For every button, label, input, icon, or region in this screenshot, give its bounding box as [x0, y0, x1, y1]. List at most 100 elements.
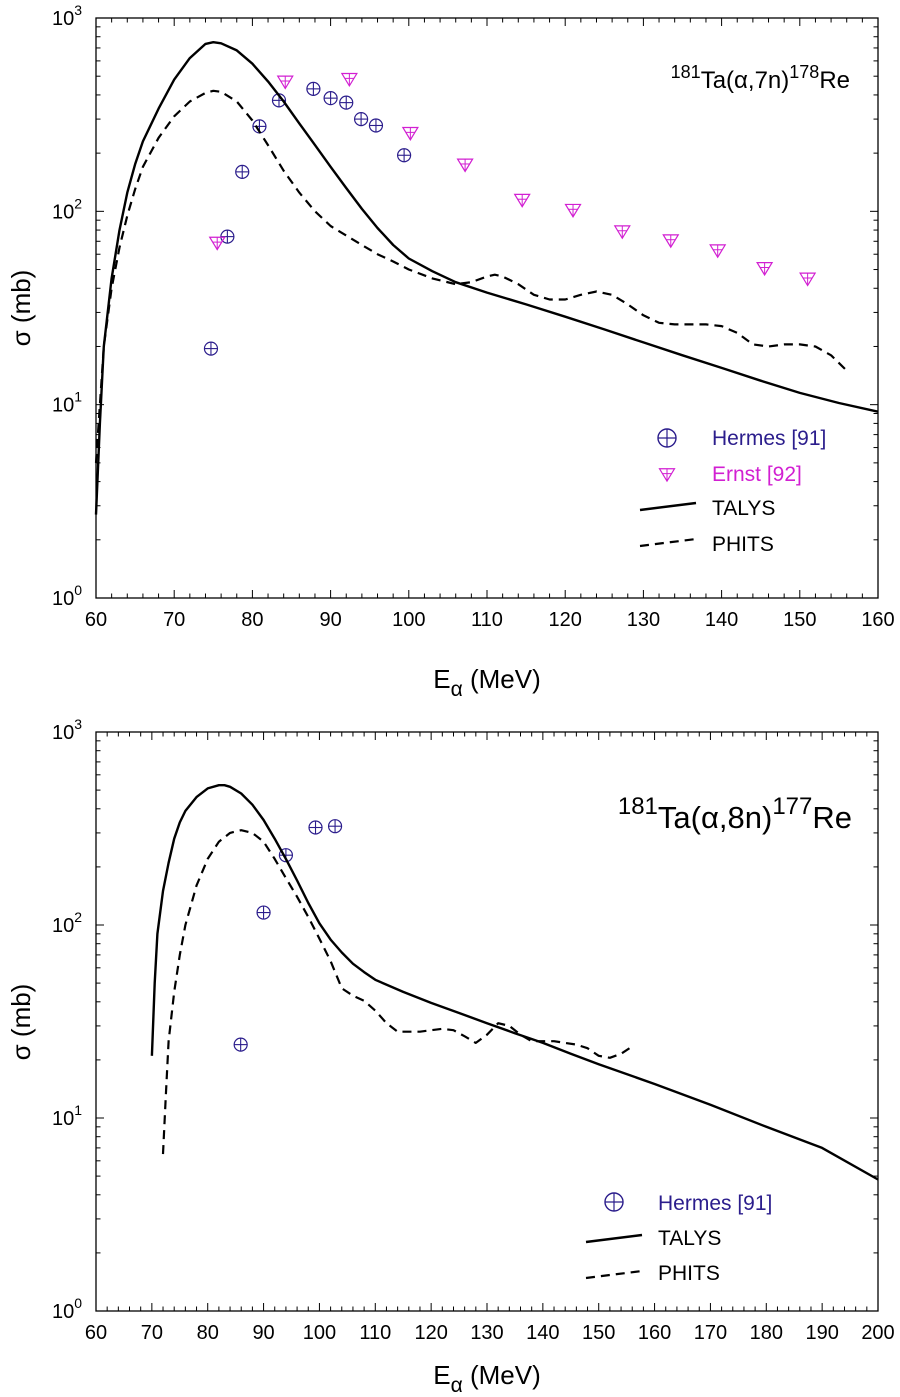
y-tick-label: 103	[52, 2, 82, 30]
y-tick-exponent: 3	[74, 2, 82, 18]
series-line-talys	[94, 41, 879, 515]
legend-line-phits	[639, 537, 697, 548]
data-point-ernst-92	[662, 234, 680, 249]
y-tick-label: 102	[52, 909, 82, 937]
x-tick-label: 120	[549, 609, 582, 631]
x-tick-label: 190	[805, 1322, 838, 1344]
data-point-hermes-91	[203, 341, 219, 356]
y-tick-base: 10	[52, 588, 74, 610]
reaction-core: Ta(α,8n)	[658, 800, 772, 835]
legend-marker-hermes	[657, 428, 677, 448]
x-tick-label: 200	[861, 1322, 894, 1344]
reaction-core: Ta(α,7n)	[701, 67, 790, 94]
legend-label-ernst: Ernst [92]	[712, 463, 802, 486]
data-point-hermes-91	[308, 820, 323, 835]
y-tick-base: 10	[52, 395, 74, 417]
legend-label-talys: TALYS	[658, 1227, 721, 1250]
tick-labels: 60 70 80 90 100 110 120 130 140 150 16010010110210…	[52, 2, 895, 631]
data-point-hermes-91	[353, 111, 369, 127]
data-series	[150, 784, 879, 1181]
legend-line-talys	[585, 1233, 643, 1244]
reaction-mass-out: 178	[789, 62, 819, 82]
y-tick-exponent: 1	[74, 1102, 82, 1118]
x-tick-label: 150	[783, 609, 816, 631]
x-tick-label: 70	[141, 1322, 163, 1344]
legend-label-hermes: Hermes [91]	[712, 427, 826, 450]
x-tick-label: 70	[163, 609, 185, 631]
x-tick-label: 140	[526, 1322, 559, 1344]
x-axis-label-sub: α	[451, 678, 463, 701]
y-tick-exponent: 0	[74, 1295, 82, 1311]
y-tick-label: 100	[52, 582, 82, 610]
legend-marker-ernst	[658, 468, 676, 483]
y-tick-exponent: 2	[74, 195, 82, 211]
reaction-product: Re	[812, 800, 852, 835]
x-tick-label: 160	[861, 609, 894, 631]
data-point-ernst-92	[756, 262, 774, 277]
reaction-mass-out: 177	[772, 793, 812, 820]
x-tick-label: 60	[85, 609, 107, 631]
y-tick-label: 103	[52, 716, 82, 744]
data-point-hermes-91	[220, 229, 235, 244]
y-tick-label: 100	[52, 1295, 82, 1323]
data-point-hermes-91	[233, 1037, 248, 1052]
y-tick-base: 10	[52, 722, 74, 744]
x-axis-label: Eα (MeV)	[433, 664, 540, 701]
x-axis-label-main: E	[433, 1360, 450, 1390]
legend-label-phits: PHITS	[712, 533, 774, 556]
x-tick-label: 160	[638, 1322, 671, 1344]
data-point-ernst-92	[276, 75, 294, 90]
x-tick-label: 80	[197, 1322, 219, 1344]
reaction-mass-in: 181	[618, 793, 658, 820]
y-tick-exponent: 3	[74, 716, 82, 732]
y-axis-label: σ (mb)	[6, 984, 36, 1061]
reaction-mass-in: 181	[671, 62, 701, 82]
legend-label-hermes: Hermes [91]	[658, 1192, 772, 1215]
reaction-product: Re	[819, 67, 850, 94]
data-point-ernst-92	[456, 158, 474, 173]
data-point-hermes-91	[323, 91, 338, 106]
data-point-ernst-92	[564, 203, 582, 218]
data-point-ernst-92	[401, 126, 419, 142]
data-point-ernst-92	[513, 193, 531, 208]
data-point-hermes-91	[235, 164, 250, 179]
x-tick-label: 90	[252, 1322, 274, 1344]
data-point-hermes-91	[256, 905, 271, 920]
reaction-label: 181Ta(α,8n)177Re	[618, 793, 852, 835]
data-point-hermes-91	[327, 819, 343, 834]
x-tick-label: 120	[414, 1322, 447, 1344]
x-tick-label: 130	[627, 609, 660, 631]
x-axis-label-sub: α	[451, 1374, 463, 1397]
x-axis-label-unit: (MeV)	[463, 1360, 541, 1390]
y-axis-label: σ (mb)	[6, 270, 36, 347]
x-tick-label: 140	[705, 609, 738, 631]
x-tick-label: 150	[582, 1322, 615, 1344]
y-tick-base: 10	[52, 1301, 74, 1323]
x-axis-label-unit: (MeV)	[463, 664, 541, 694]
data-point-ernst-92	[799, 272, 817, 287]
reaction-label: 181Ta(α,7n)178Re	[671, 62, 850, 94]
x-tick-label: 60	[85, 1322, 107, 1344]
x-tick-label: 110	[471, 609, 503, 631]
x-tick-label: 80	[241, 609, 263, 631]
y-tick-label: 101	[52, 1102, 82, 1130]
series-line-talys	[150, 784, 879, 1181]
data-point-hermes-91	[368, 118, 384, 133]
data-point-ernst-92	[613, 225, 631, 240]
y-tick-base: 10	[52, 1108, 74, 1130]
data-point-hermes-91	[397, 148, 412, 163]
y-tick-exponent: 0	[74, 582, 82, 598]
x-tick-label: 100	[392, 609, 425, 631]
y-tick-exponent: 1	[74, 389, 82, 405]
legend-triangle	[658, 468, 676, 483]
data-point-ernst-92	[340, 72, 358, 88]
y-tick-base: 10	[52, 201, 74, 223]
x-tick-label: 180	[750, 1322, 783, 1344]
axis-ticks	[95, 18, 879, 599]
x-tick-label: 130	[470, 1322, 503, 1344]
legend-label-phits: PHITS	[658, 1262, 720, 1285]
legend: Hermes [91] TALYS PHITS	[585, 1192, 772, 1285]
y-tick-base: 10	[52, 8, 74, 30]
y-tick-base: 10	[52, 915, 74, 937]
